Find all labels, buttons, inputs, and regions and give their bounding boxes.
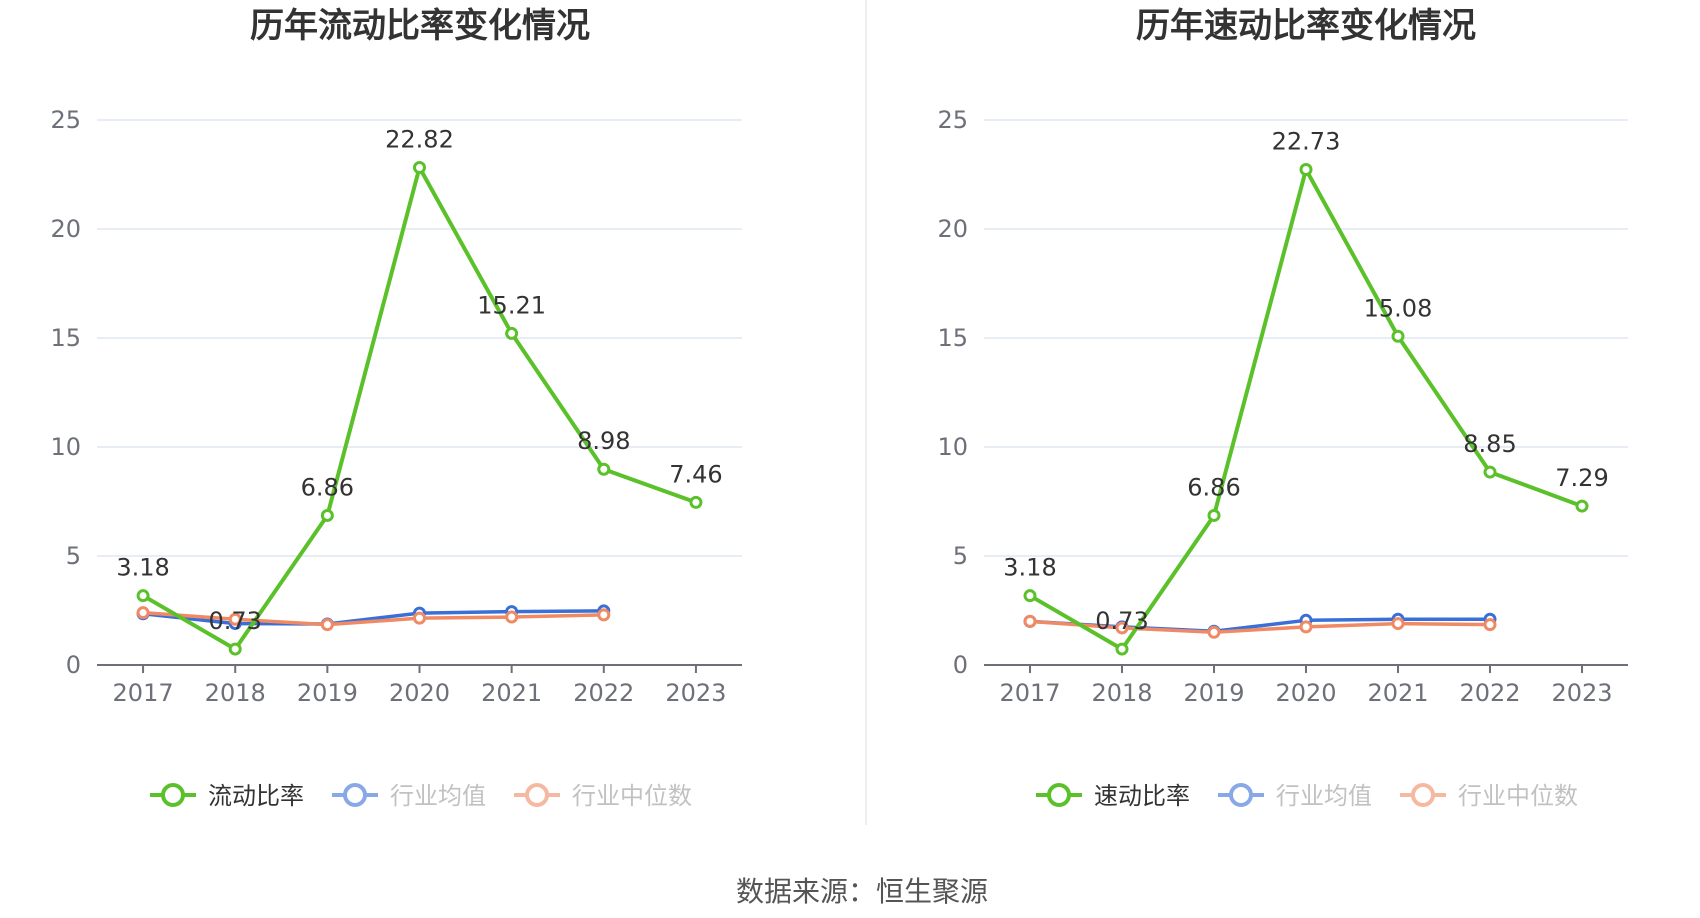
data-point[interactable]	[1023, 614, 1037, 628]
data-point[interactable]	[1575, 499, 1589, 513]
data-label: 3.18	[116, 554, 169, 582]
data-point[interactable]	[1391, 329, 1405, 343]
data-label: 7.29	[1555, 464, 1608, 492]
y-tick-label: 0	[953, 651, 968, 679]
legend-item[interactable]: 行业中位数	[514, 782, 692, 810]
y-tick-label: 0	[66, 651, 81, 679]
series-line	[1028, 167, 1583, 652]
legend-item[interactable]: 行业中位数	[1400, 782, 1578, 810]
data-point[interactable]	[1299, 162, 1313, 176]
data-label: 0.73	[208, 607, 261, 635]
y-tick-label: 15	[937, 324, 968, 352]
series-line	[142, 610, 604, 627]
data-point[interactable]	[505, 326, 519, 340]
data-point[interactable]	[1115, 642, 1129, 656]
data-label: 22.73	[1272, 127, 1341, 155]
current-ratio-chart: 历年流动比率变化情况 0 5 10 15 20 25 2017 2018 2019 2020 2021…	[50, 6, 742, 810]
series-line	[142, 165, 697, 652]
data-point[interactable]	[505, 610, 519, 624]
x-tick-label: 2017	[113, 679, 174, 707]
y-tick-label: 10	[937, 433, 968, 461]
data-point[interactable]	[136, 589, 150, 603]
data-label: 8.85	[1463, 430, 1516, 458]
legend-marker-icon	[1411, 783, 1435, 807]
legend: 流动比率 行业均值 行业中位数	[150, 782, 692, 810]
data-label: 3.18	[1003, 554, 1056, 582]
legend-marker-icon	[161, 783, 185, 807]
y-tick-label: 20	[50, 215, 81, 243]
data-point[interactable]	[1207, 508, 1221, 522]
x-tick-label: 2019	[1183, 679, 1244, 707]
legend-label: 流动比率	[208, 782, 304, 810]
legend-label: 行业中位数	[1458, 782, 1578, 810]
data-label: 15.08	[1364, 294, 1433, 322]
data-point[interactable]	[228, 612, 242, 626]
data-label: 7.46	[669, 460, 722, 488]
data-label: 22.82	[385, 126, 454, 154]
data-point[interactable]	[228, 642, 242, 656]
legend: 速动比率 行业均值 行业中位数	[1036, 782, 1578, 810]
chart-title: 历年流动比率变化情况	[250, 6, 590, 46]
y-tick-label: 15	[50, 324, 81, 352]
x-tick-label: 2023	[665, 679, 726, 707]
data-point[interactable]	[689, 495, 703, 509]
legend-item[interactable]: 速动比率	[1036, 782, 1190, 810]
y-tick-label: 5	[953, 542, 968, 570]
data-label: 0.73	[1095, 607, 1148, 635]
legend-marker-icon	[1047, 783, 1071, 807]
chart-title: 历年速动比率变化情况	[1136, 6, 1476, 46]
x-tick-label: 2022	[1459, 679, 1520, 707]
legend-label: 行业均值	[1276, 782, 1372, 810]
data-point[interactable]	[1207, 625, 1221, 639]
x-tick-label: 2018	[205, 679, 266, 707]
x-tick-label: 2023	[1551, 679, 1612, 707]
data-label: 15.21	[477, 291, 546, 319]
y-tick-label: 25	[50, 106, 81, 134]
legend-item[interactable]: 行业均值	[332, 782, 486, 810]
data-point[interactable]	[597, 608, 611, 622]
data-point[interactable]	[320, 618, 334, 632]
quick-ratio-chart: 历年速动比率变化情况 0 5 10 15 20 25 2017 2018 2019 2020 2021…	[937, 6, 1628, 810]
data-source-note: 数据来源：恒生聚源	[736, 875, 988, 908]
x-tick-label: 2019	[297, 679, 358, 707]
y-tick-label: 5	[66, 542, 81, 570]
data-point[interactable]	[320, 508, 334, 522]
legend-label: 速动比率	[1094, 782, 1190, 810]
x-tick-label: 2020	[1275, 679, 1336, 707]
data-point[interactable]	[413, 161, 426, 175]
legend-item[interactable]: 行业均值	[1218, 782, 1372, 810]
data-point[interactable]	[413, 611, 426, 625]
legend-item[interactable]: 流动比率	[150, 782, 304, 810]
data-label: 8.98	[577, 427, 630, 455]
legend-label: 行业均值	[390, 782, 486, 810]
data-point[interactable]	[1299, 620, 1313, 634]
x-tick-label: 2021	[481, 679, 542, 707]
series-line	[142, 609, 604, 626]
data-point[interactable]	[1115, 621, 1129, 635]
data-label: 6.86	[301, 473, 354, 501]
legend-marker-icon	[1229, 783, 1253, 807]
x-tick-label: 2020	[389, 679, 450, 707]
x-tick-label: 2021	[1367, 679, 1428, 707]
data-point[interactable]	[1483, 465, 1497, 479]
series-line	[1029, 619, 1491, 635]
data-point[interactable]	[1391, 617, 1405, 631]
y-tick-label: 25	[937, 106, 968, 134]
y-tick-label: 10	[50, 433, 81, 461]
data-point[interactable]	[597, 462, 611, 476]
legend-label: 行业中位数	[572, 782, 692, 810]
x-tick-label: 2022	[573, 679, 634, 707]
data-point[interactable]	[1023, 589, 1037, 603]
data-point[interactable]	[136, 606, 150, 620]
legend-marker-icon	[343, 783, 367, 807]
x-tick-label: 2017	[999, 679, 1060, 707]
legend-marker-icon	[525, 783, 549, 807]
data-label: 6.86	[1187, 473, 1240, 501]
data-point[interactable]	[1483, 618, 1497, 632]
y-tick-label: 20	[937, 215, 968, 243]
x-tick-label: 2018	[1091, 679, 1152, 707]
